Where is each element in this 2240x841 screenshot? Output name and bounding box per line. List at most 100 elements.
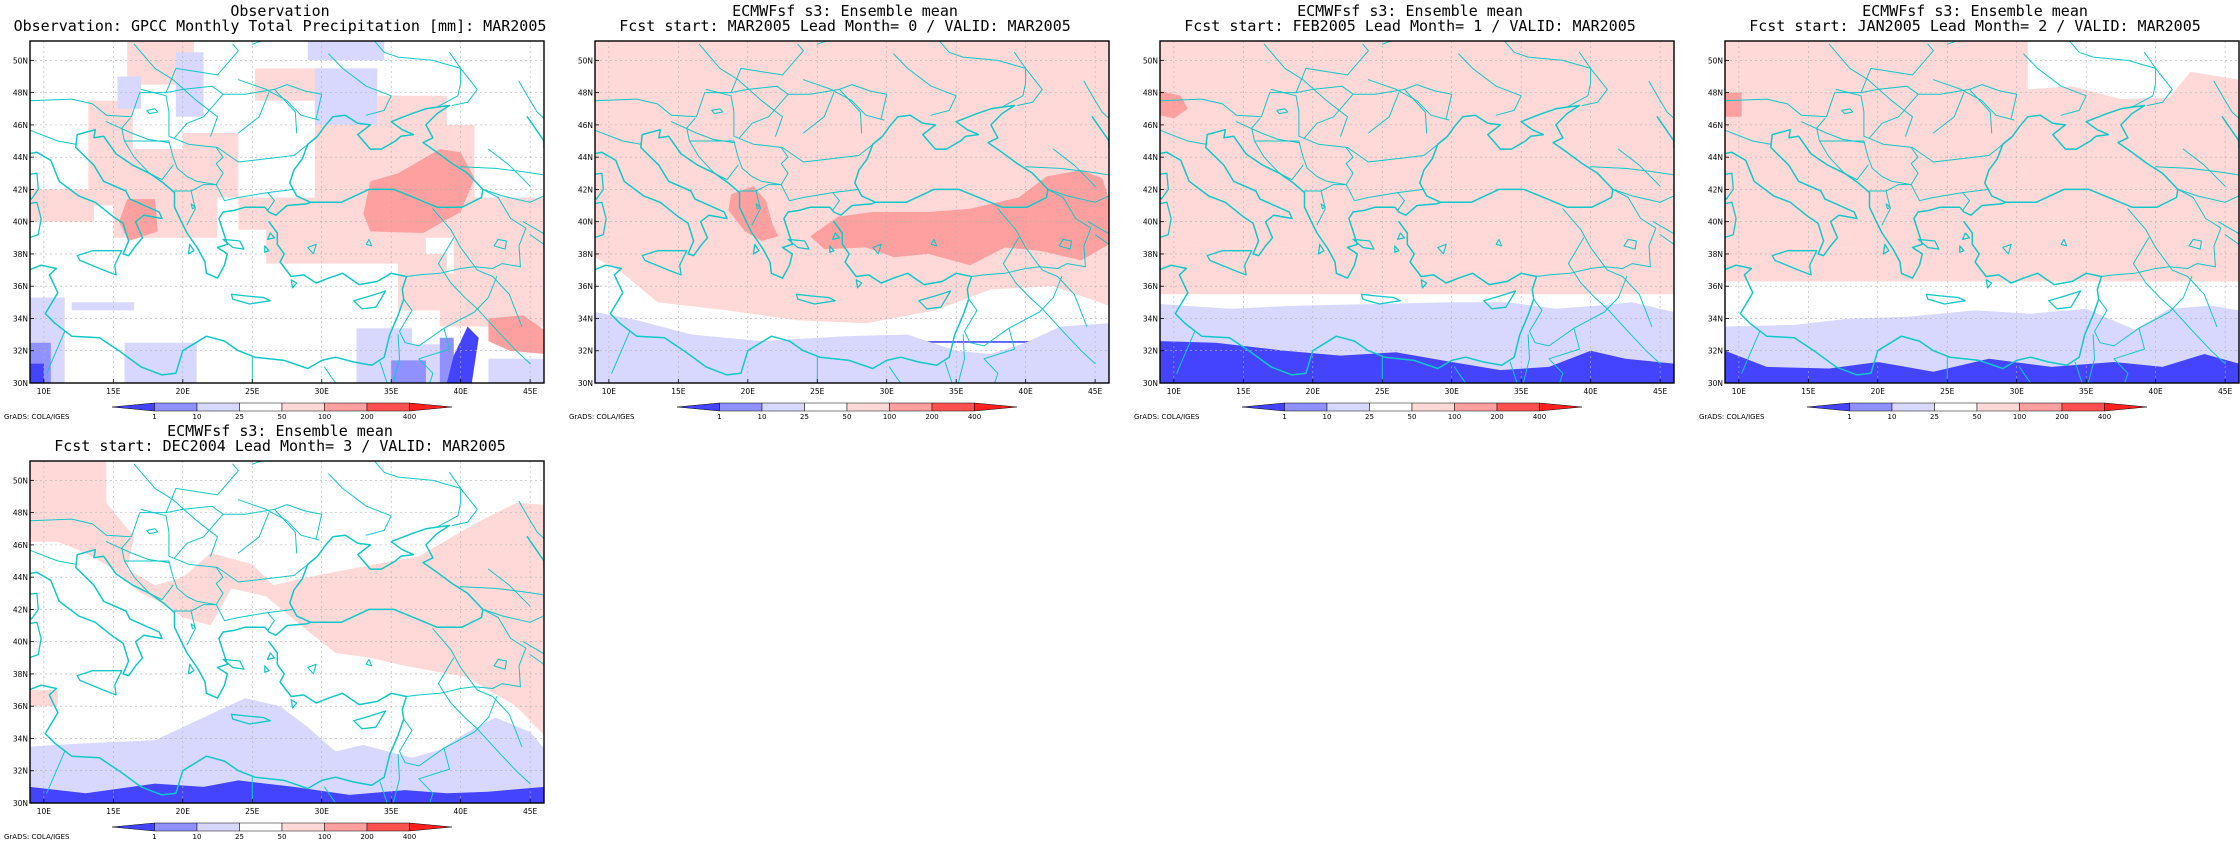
river (324, 786, 337, 803)
island (30, 592, 39, 620)
colorbar-label: 200 (1490, 413, 1503, 420)
map-plot: 30N 32N 34N 36N 38N 40N 42N 44N 46N 48N 50N 10E 15E 2… (578, 40, 1110, 420)
coastline (543, 566, 544, 569)
lat-tick-label: 46N (13, 121, 28, 130)
island (187, 243, 195, 255)
country-border (399, 276, 498, 347)
island (831, 232, 841, 241)
lake (1320, 203, 1326, 210)
river (1835, 88, 2012, 163)
river (133, 463, 218, 557)
colorbar-segment (366, 822, 410, 832)
colorbar-segment (846, 402, 890, 412)
precip-area (175, 52, 204, 117)
lat-tick-label: 38N (13, 250, 28, 259)
lat-tick-label: 36N (578, 282, 593, 291)
country-border (274, 84, 323, 119)
colorbar: 1 10 25 50 100 200 400 (1806, 402, 2148, 420)
island (1420, 279, 1428, 289)
river (1052, 148, 1096, 187)
map-panel-lead0: ECMWFsf s3: Ensemble mean Fcst start: MA… (565, 0, 1125, 421)
lat-tick-label: 32N (13, 767, 28, 776)
lat-tick-label: 40N (13, 218, 28, 227)
country-border (1404, 84, 1453, 119)
country-border (460, 586, 544, 623)
colorbar-label: 400 (2098, 413, 2111, 420)
river (705, 88, 882, 163)
lat-tick-label: 38N (578, 250, 593, 259)
precip-area (124, 342, 197, 383)
lon-tick-label: 20E (1306, 387, 1321, 396)
colorbar-segment (1806, 402, 1850, 412)
coastline (30, 548, 163, 677)
lat-tick-label: 48N (13, 509, 28, 518)
country-border (1962, 192, 1970, 211)
country-border (399, 696, 498, 767)
lon-tick-label: 10E (37, 387, 52, 396)
colorbar-segment (1411, 402, 1455, 412)
river (698, 43, 783, 137)
coastline (1091, 116, 1109, 149)
river (1367, 79, 1450, 121)
colorbar-label: 25 (1365, 413, 1374, 420)
lat-tick-label: 50N (1143, 56, 1158, 65)
river (1579, 51, 1608, 106)
coastline (1160, 128, 1293, 257)
grads-credit: GrADS: COLA/IGES (1134, 413, 1200, 421)
panel-subtitle: Fcst start: FEB2005 Lead Month= 1 / VALI… (1184, 17, 1636, 35)
lat-tick-label: 38N (1708, 250, 1723, 259)
island (264, 665, 270, 673)
colorbar-label: 200 (925, 413, 938, 420)
lat-tick-label: 40N (1143, 218, 1158, 227)
coastline (30, 128, 163, 257)
lon-tick-label: 45E (1088, 387, 1103, 396)
lat-tick-label: 48N (1143, 89, 1158, 98)
lake (307, 663, 317, 675)
country-border (839, 84, 888, 119)
country-border (267, 612, 275, 631)
precip-area (595, 41, 1109, 238)
island (1925, 293, 1966, 305)
lat-tick-label: 40N (578, 218, 593, 227)
lon-tick-label: 25E (1940, 387, 1955, 396)
country-border (174, 610, 196, 646)
coastline (874, 188, 1049, 208)
island (1160, 201, 1172, 239)
country-border (2177, 188, 2222, 268)
lon-tick-label: 35E (2079, 387, 2094, 396)
geography (1725, 41, 2239, 383)
country-border (1254, 140, 1304, 181)
lat-tick-label: 34N (578, 314, 593, 323)
river (237, 79, 320, 121)
gridlines (1725, 41, 2239, 383)
panel-subtitle: Fcst start: MAR2005 Lead Month= 0 / VALI… (619, 17, 1071, 35)
colorbar-segment (804, 402, 848, 412)
precip-area (1444, 112, 1674, 261)
lon-tick-label: 30E (315, 807, 330, 816)
river (432, 208, 523, 327)
river (2023, 53, 2087, 116)
coastline (1673, 146, 1674, 149)
river (1567, 237, 1661, 365)
country-border (1509, 361, 1518, 383)
colorbar-segment (719, 402, 763, 412)
country-border (1741, 330, 1761, 374)
colorbar-label: 1 (1847, 413, 1851, 420)
country-border (1681, 193, 1690, 203)
lon-tick-label: 15E (106, 387, 121, 396)
coastline (1725, 128, 1858, 257)
island (1725, 172, 1734, 200)
geography (595, 41, 1109, 383)
colorbar-segment (111, 822, 155, 832)
country-border (373, 41, 462, 108)
river (2127, 208, 2218, 327)
precipitation-shading (30, 461, 544, 803)
precipitation-shading (595, 41, 1109, 383)
coastline (309, 608, 484, 628)
map-panel-observation: Observation Observation: GPCC Monthly To… (0, 0, 560, 421)
country-border (418, 747, 450, 803)
island (230, 293, 271, 305)
lake (1495, 238, 1503, 247)
precipitation-shading (1725, 41, 2239, 383)
colorbar-label: 400 (403, 413, 416, 420)
